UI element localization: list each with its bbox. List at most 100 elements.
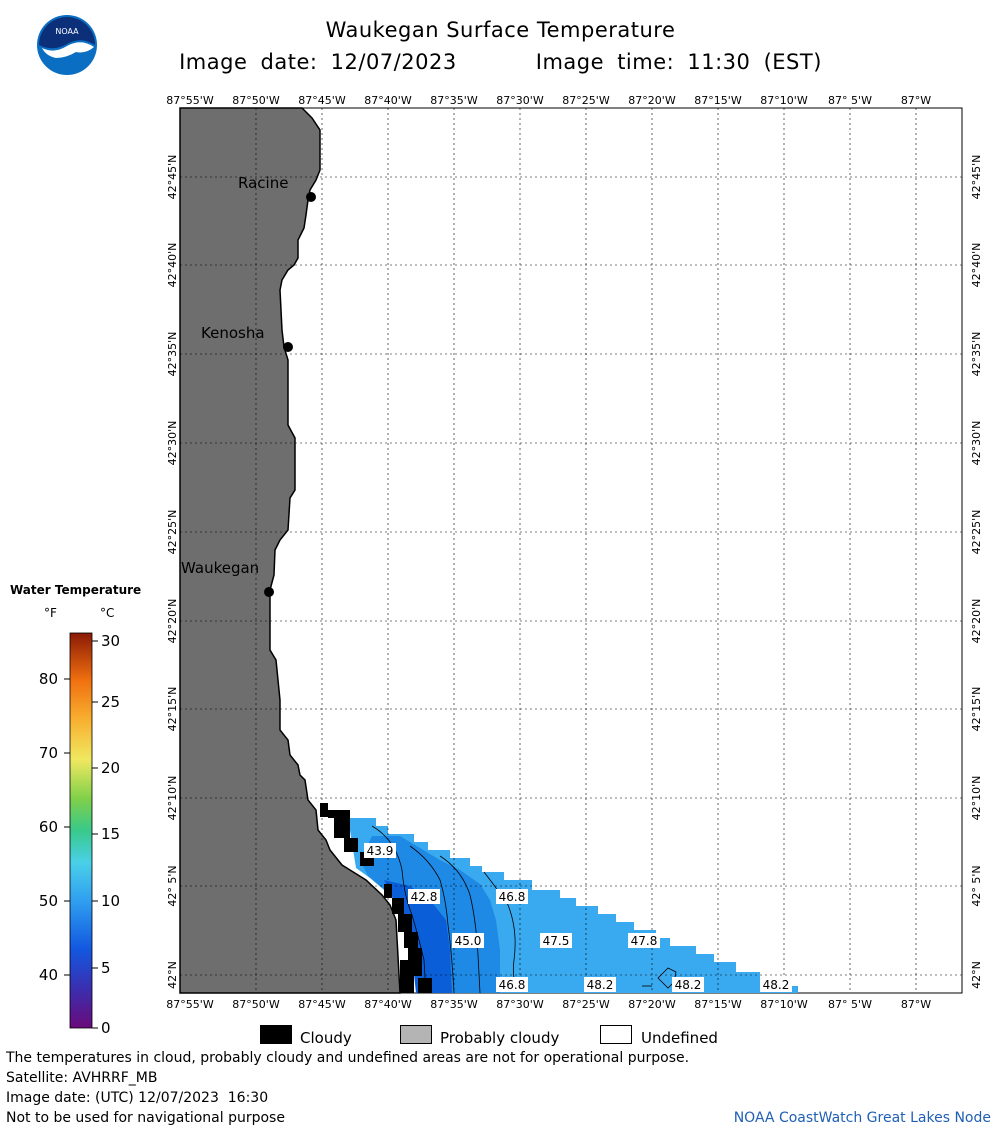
lon-tick-label-bottom: 87°50'W [232,998,280,1011]
lat-tick-label-right: 42°35'N [970,332,983,377]
lat-tick-label-right: 42°40'N [970,243,983,288]
lon-tick-label-top: 87°40'W [364,94,412,107]
legend-unit-f: °F [44,606,57,620]
longitude-labels-top: 87°55'W 87°50'W 87°45'W 87°40'W 87°35'W 87°30… [166,94,931,107]
isotherm-label: 42.8 [408,889,440,904]
footer-note: The temperatures in cloud, probably clou… [6,1050,690,1066]
city-waukegan: Waukegan [181,559,274,597]
lat-tick-label-left: 42°N [166,961,179,989]
lon-tick-label-top: 87°30'W [496,94,544,107]
lat-tick-label-right: 42°45'N [970,155,983,200]
legend-c-tick: 15 [101,825,120,843]
isotherm-label-text: 46.8 [499,890,526,904]
lon-tick-label-top: 87°55'W [166,94,214,107]
isotherm-label-text: 43.9 [367,844,394,858]
isotherm-label-text: 48.2 [675,978,702,992]
lon-tick-label-top: 87°25'W [562,94,610,107]
city-label-racine: Racine [238,174,288,192]
isotherm-label-text: 45.0 [455,934,482,948]
isotherm-label: 43.9 [364,843,396,858]
lon-tick-label-top: 87° 5'W [828,94,872,107]
isotherm-label-text: 47.8 [631,934,658,948]
lon-tick-label-bottom: 87°55'W [166,998,214,1011]
city-marker-racine [306,192,316,202]
lat-tick-label-left: 42°40'N [166,243,179,288]
legend-c-tick: 25 [101,693,120,711]
city-kenosha: Kenosha [201,324,293,352]
lat-tick-label-right: 42°15'N [970,687,983,732]
legend-c-tick: 0 [101,1019,111,1037]
legend-c-tick: 10 [101,892,120,910]
water-temperature-field [348,818,798,993]
isotherm-label-text: 42.8 [411,890,438,904]
lat-tick-label-left: 42°25'N [166,510,179,555]
lon-tick-label-top: 87°15'W [694,94,742,107]
lat-tick-label-left: 42° 5'N [166,865,179,906]
lat-tick-label-right: 42°25'N [970,510,983,555]
lon-tick-label-bottom: 87°25'W [562,998,610,1011]
cloudy-label: Cloudy [300,1029,352,1047]
footer-credit: NOAA CoastWatch Great Lakes Node [733,1110,991,1126]
isotherm-label-text: 48.2 [763,978,790,992]
legend-fahrenheit-ticks: 80 70 60 50 40 [39,670,70,984]
lat-tick-label-left: 42°20'N [166,599,179,644]
legend-c-tick: 20 [101,759,120,777]
legend-f-tick: 50 [39,892,58,910]
legend-f-tick: 60 [39,818,58,836]
cloud-mask [320,803,432,993]
lon-tick-label-bottom: 87° 5'W [828,998,872,1011]
isotherm-label-text: 48.2 [587,978,614,992]
lat-tick-label-right: 42°20'N [970,599,983,644]
lon-tick-label-top: 87°50'W [232,94,280,107]
city-racine: Racine [238,174,316,202]
legend-unit-c: °C [100,606,115,620]
lon-tick-label-bottom: 87°35'W [430,998,478,1011]
lon-tick-label-top: 87°W [901,94,931,107]
logo-text: NOAA [55,27,79,36]
footer-satellite: Satellite: AVHRRF_MB [6,1070,158,1086]
lat-tick-label-right: 42°10'N [970,776,983,821]
lon-tick-label-top: 87°10'W [760,94,808,107]
cloudy-swatch [260,1025,292,1044]
legend-c-tick: 5 [101,959,111,977]
graticule [180,108,962,993]
image-date-time: Image date: 12/07/2023 Image time: 11:30… [0,50,1001,74]
lat-tick-label-left: 42°10'N [166,776,179,821]
lon-tick-label-bottom: 87°20'W [628,998,676,1011]
latitude-labels-left: 42°45'N 42°40'N 42°35'N 42°30'N 42°25'N 42°20… [166,155,179,989]
lon-tick-label-bottom: 87°40'W [364,998,412,1011]
lat-tick-label-right: 42°30'N [970,421,983,466]
isotherm-label: 48.2 [760,977,792,992]
isotherm-label: 48.2 [584,977,616,992]
lat-tick-label-right: 42°N [970,961,983,989]
land-area [179,107,401,994]
lon-tick-label-bottom: 87°15'W [694,998,742,1011]
isotherm-label-text: 46.8 [499,978,526,992]
probably-cloudy-label: Probably cloudy [440,1029,560,1047]
city-label-waukegan: Waukegan [181,559,259,577]
isotherm-label: 47.8 [628,933,660,948]
isotherm-label: 45.0 [452,933,484,948]
map-title: Waukegan Surface Temperature [325,18,676,42]
latitude-labels-right: 42°45'N 42°40'N 42°35'N 42°30'N 42°25'N 42°20… [970,155,983,989]
legend-color-bar [69,632,93,1029]
lat-tick-label-left: 42°15'N [166,687,179,732]
lat-tick-label-left: 42°35'N [166,332,179,377]
noaa-logo-icon: NOAA [37,15,97,75]
lon-tick-label-bottom: 87°45'W [298,998,346,1011]
lat-tick-label-left: 42°45'N [166,155,179,200]
probably-cloudy-swatch [400,1025,432,1044]
lon-tick-label-bottom: 87°10'W [760,998,808,1011]
image-date-label: Image date: 12/07/2023 [179,50,457,74]
lon-tick-label-bottom: 87°30'W [496,998,544,1011]
undefined-swatch [600,1025,632,1044]
isotherm-label: 47.5 [540,933,572,948]
legend-f-tick: 80 [39,670,58,688]
city-marker-waukegan [264,587,274,597]
image-time-label: Image time: 11:30 (EST) [535,50,822,74]
longitude-labels-bottom: 87°55'W 87°50'W 87°45'W 87°40'W 87°35'W 87°30… [166,998,931,1011]
lon-tick-label-top: 87°35'W [430,94,478,107]
lon-tick-label-bottom: 87°W [901,998,931,1011]
legend-c-tick: 30 [101,632,120,650]
